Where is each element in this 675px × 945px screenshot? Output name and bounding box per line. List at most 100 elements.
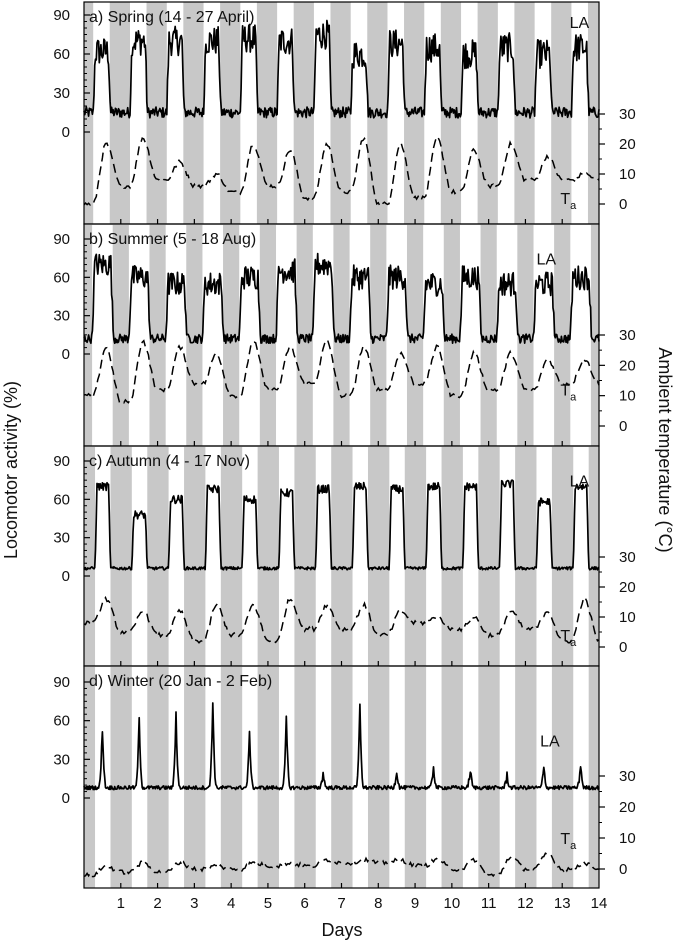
panel-title: a) Spring (14 - 27 April) (89, 9, 254, 26)
activity-tick-label: 0 (62, 346, 70, 363)
left-y-axis-label: Locomotor activity (%) (1, 381, 21, 559)
x-tick-label: 13 (554, 895, 571, 912)
temperature-tick-label: 0 (619, 861, 627, 878)
right-y-axis-label: Ambient temperature (°C) (655, 347, 675, 552)
panel-a: 0 30 60 90 0 10 20 30 a) Spring (14 - 27 April) L… (53, 1, 636, 225)
temperature-label-base: T (560, 628, 570, 645)
activity-tick-label: 90 (53, 674, 70, 691)
temperature-label-subscript: a (570, 840, 577, 852)
x-tick-label: 3 (190, 895, 198, 912)
x-tick-labels: 1 2 3 4 5 6 7 8 9 10 11 12 13 14 (117, 895, 608, 912)
temperature-tick-label: 20 (619, 357, 636, 374)
x-axis-label: Days (321, 920, 362, 940)
dark-band (590, 224, 599, 446)
temperature-tick-label: 20 (619, 579, 636, 596)
dark-band (220, 446, 243, 666)
dark-band (257, 446, 279, 666)
dark-band (294, 666, 316, 888)
temperature-label-base: T (560, 383, 570, 400)
temperature-tick-label: 30 (619, 549, 636, 566)
dark-band (551, 446, 574, 666)
dark-band (478, 446, 500, 666)
dark-band (370, 224, 387, 446)
x-tick-label: 14 (591, 895, 608, 912)
dark-band (184, 666, 206, 888)
dark-band (84, 666, 96, 888)
temperature-tick-label: 30 (619, 106, 636, 123)
dark-band (515, 446, 537, 666)
activity-tick-label: 60 (53, 713, 70, 730)
x-tick-label: 4 (227, 895, 235, 912)
dark-band (551, 666, 574, 888)
temperature-series-label: Ta (560, 628, 577, 649)
dark-band (110, 446, 132, 666)
activity-tick-label: 0 (62, 790, 70, 807)
dark-band (441, 666, 463, 888)
panel-title: b) Summer (5 - 18 Aug) (89, 231, 256, 248)
activity-tick-label: 90 (53, 453, 70, 470)
dark-band (515, 666, 537, 888)
dark-band (259, 224, 277, 446)
dark-phase-shading (84, 446, 599, 666)
activity-tick-label: 90 (53, 7, 70, 24)
dark-band (220, 666, 243, 888)
activity-tick-label: 30 (53, 751, 70, 768)
activity-tick-label: 30 (53, 85, 70, 102)
temperature-tick-label: 10 (619, 388, 636, 405)
dark-band (367, 666, 390, 888)
temperature-tick-label: 0 (619, 418, 627, 435)
dark-band (404, 666, 427, 888)
dark-band (147, 666, 169, 888)
temperature-series-label: Ta (560, 831, 577, 852)
dark-band (147, 446, 169, 666)
temperature-series-line (83, 339, 600, 405)
dark-band (84, 446, 96, 666)
panel-c: 0 30 60 90 0 10 20 30 c) Autumn (4 - 17 Nov) LA Ta (53, 445, 636, 667)
dark-band (183, 2, 204, 224)
activity-series-label: LA (570, 474, 590, 491)
temperature-tick-label: 30 (619, 327, 636, 344)
temperature-label-base: T (560, 191, 570, 208)
temperature-tick-label: 10 (619, 166, 636, 183)
dark-band (441, 446, 463, 666)
dark-band (587, 2, 599, 224)
activity-tick-label: 90 (53, 231, 70, 248)
activity-series-label: LA (540, 733, 560, 750)
temperature-series-label: Ta (560, 191, 577, 212)
x-tick-label: 8 (374, 895, 382, 912)
dark-band (588, 666, 599, 888)
temperature-tick-label: 0 (619, 639, 627, 656)
activity-series-label: LA (570, 15, 590, 32)
temperature-tick-label: 10 (619, 609, 636, 626)
activity-tick-label: 30 (53, 530, 70, 547)
dark-band (588, 446, 599, 666)
temperature-label-subscript: a (570, 392, 577, 404)
activity-series-line (83, 479, 600, 571)
activity-tick-label: 60 (53, 46, 70, 63)
activity-series-line (83, 19, 600, 119)
x-tick-label: 9 (411, 895, 419, 912)
dark-band (331, 666, 353, 888)
temperature-label-subscript: a (570, 200, 577, 212)
dark-band (331, 446, 353, 666)
dark-band (333, 224, 350, 446)
x-tick-label: 2 (153, 895, 161, 912)
panel-b: 0 30 60 90 0 10 20 30 b) Summer (5 - 18 Aug) LA Ta (53, 223, 636, 447)
temperature-tick-label: 10 (619, 830, 636, 847)
activity-tick-label: 30 (53, 308, 70, 325)
temperature-series-label: Ta (560, 383, 577, 404)
panel-d: 0 30 60 90 0 10 20 30 d) Winter (20 Jan - 2 Feb)… (53, 665, 636, 889)
activity-series-line (83, 252, 600, 345)
activity-tick-label: 0 (62, 124, 70, 141)
activity-tick-label: 60 (53, 491, 70, 508)
x-tick-label: 12 (517, 895, 534, 912)
dark-band (296, 224, 313, 446)
activity-series-label: LA (536, 252, 556, 269)
x-tick-label: 5 (264, 895, 272, 912)
x-tick-label: 10 (444, 895, 461, 912)
panel-title: c) Autumn (4 - 17 Nov) (89, 453, 250, 470)
temperature-series-line (83, 595, 600, 644)
x-tick-label: 6 (301, 895, 309, 912)
